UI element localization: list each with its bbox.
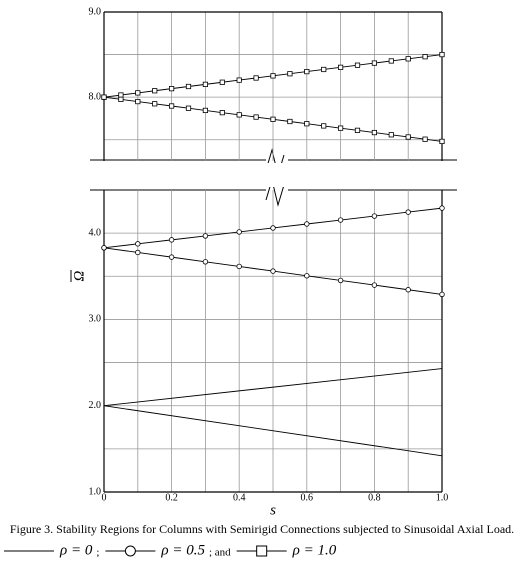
marker [236,263,242,270]
marker [202,81,208,87]
marker [439,138,445,145]
marker [439,51,445,58]
marker [304,69,310,75]
marker [168,254,175,260]
marker [337,217,344,223]
marker [135,241,141,247]
marker [168,86,175,92]
x-tick-label: 0.2 [165,492,178,503]
marker [202,107,208,114]
marker [304,273,310,279]
y-tick-label: 8.0 [89,91,102,102]
marker [439,291,445,298]
marker [337,64,344,70]
x-tick-label: 1.0 [436,492,449,503]
marker [321,66,327,73]
series-line [103,368,443,407]
legend-separator: ; [96,547,99,559]
marker [270,268,276,274]
y-axis-label: Ω [71,270,87,281]
marker [101,94,107,100]
legend-separator: ; and [209,547,231,559]
marker [405,287,411,293]
marker [287,118,293,125]
marker [135,249,141,256]
marker [371,213,378,219]
marker [168,103,175,109]
legend-marker [256,545,268,557]
marker [202,233,209,239]
marker [354,62,361,68]
marker [422,136,428,142]
marker [304,221,310,227]
marker [253,75,259,81]
marker [439,205,445,211]
y-tick-label: 4.0 [89,227,102,238]
legend-label: ρ = 1.0 [292,542,337,558]
marker [388,132,394,138]
marker [354,127,361,133]
marker [219,79,225,85]
marker [304,121,310,127]
marker [371,282,378,288]
x-tick-label: 0.6 [301,492,314,503]
y-tick-label: 9.0 [89,6,102,17]
legend-label: ρ = 0.5 [160,542,205,558]
marker [185,83,192,90]
legend-label: ρ = 0 [59,542,93,558]
marker [152,88,158,94]
marker [287,71,293,77]
x-tick-label: 0.8 [368,492,381,503]
marker [388,58,394,64]
marker [118,92,124,98]
marker [135,90,141,96]
marker [135,98,141,105]
y-tick-label: 2.0 [89,400,102,411]
marker [270,225,276,231]
x-tick-label: 0.4 [233,492,246,503]
marker [253,114,259,120]
marker [101,245,107,251]
marker [236,77,242,83]
marker [270,116,276,122]
marker [152,101,158,107]
marker [371,60,378,66]
marker [405,134,411,140]
marker [337,277,344,284]
marker [371,129,378,136]
x-tick-label: 0 [102,492,107,503]
axis-break [90,148,457,207]
marker [219,110,225,116]
marker [422,54,428,60]
marker [118,96,124,102]
marker [236,229,242,235]
marker [185,105,192,111]
legend-marker [124,545,136,557]
y-tick-label: 3.0 [89,314,102,325]
marker [321,123,327,129]
marker [405,209,411,215]
marker [337,125,344,131]
caption: Figure 3. Stability Regions for Columns … [10,522,514,536]
series-line [103,405,443,457]
marker [405,56,411,62]
marker [236,112,242,118]
break-gap [90,163,457,187]
y-tick-label: 1.0 [89,486,102,497]
marker [202,259,209,265]
marker [168,237,175,243]
x-axis-label: s [270,502,276,518]
marker [270,73,276,79]
